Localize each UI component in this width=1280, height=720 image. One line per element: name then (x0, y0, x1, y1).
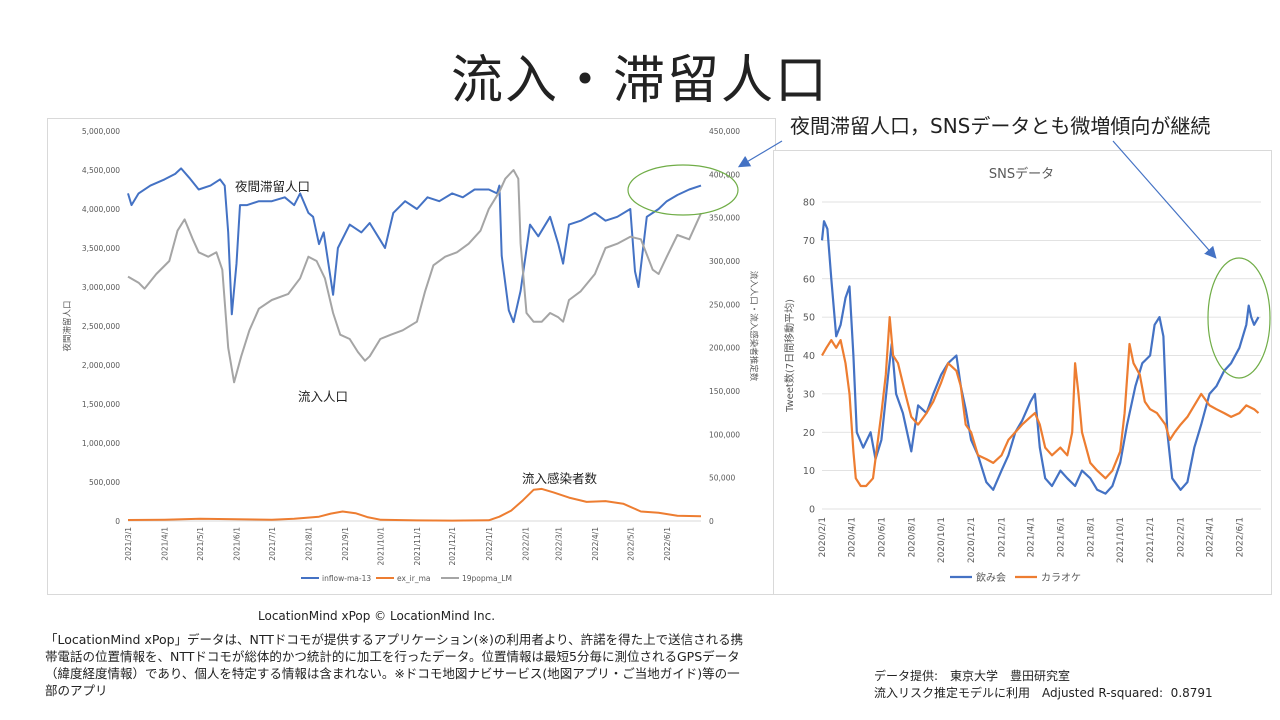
legend-label: 19popma_LM (462, 574, 512, 583)
y-left-tick-label: 1,000,000 (82, 439, 120, 448)
x-tick-label: 2020/6/1 (877, 517, 887, 557)
series-line-19popma_LM (127, 169, 702, 384)
x-tick-label: 2021/4/1 (161, 527, 170, 561)
x-tick-label: 2022/1/1 (485, 527, 494, 561)
legend-label: inflow-ma-13 (322, 574, 371, 583)
x-tick-label: 2021/10/1 (376, 527, 385, 566)
legend-label: 飲み会 (976, 571, 1006, 584)
population-chart: 0 500,000 1,000,000 1,500,000 2,000,000 2,500… (47, 118, 776, 595)
y-left-tick-label: 3,000,000 (82, 283, 120, 292)
x-tick-label: 2021/8/1 (304, 527, 313, 561)
series-line-inflow-ma-13 (127, 167, 702, 324)
x-tick-label: 2020/12/1 (967, 517, 977, 563)
x-tick-label: 2021/12/1 (448, 527, 457, 566)
x-tick-label: 2022/6/1 (663, 527, 672, 561)
y-tick-label: 40 (803, 351, 815, 362)
x-tick-label: 2020/10/1 (937, 517, 947, 563)
y-right-tick-label: 100,000 (709, 430, 740, 439)
legend-item: 19popma_LM (441, 574, 512, 583)
x-tick-label: 2022/5/1 (626, 527, 635, 561)
x-tick-label: 2021/11/1 (413, 527, 422, 566)
sns-chart-svg: SNSデータ 0 10 20 30 40 50 60 70 80 2020/2/1 2020/4/1 2… (783, 166, 1261, 584)
y-right-tick-label: 350,000 (709, 214, 740, 223)
legend-item: 飲み会 (950, 571, 1006, 584)
y-axis-title: Tweet数(7日間移動平均) (783, 299, 796, 413)
x-tick-label: 2022/4/1 (591, 527, 600, 561)
chart-annotation: 流入人口 (298, 389, 348, 404)
x-tick-label: 2022/6/1 (1235, 517, 1245, 557)
x-tick-label: 2020/2/1 (818, 517, 828, 557)
x-tick-label: 2021/4/1 (1026, 517, 1036, 557)
y-right-tick-label: 450,000 (709, 127, 740, 136)
y-right-tick-label: 150,000 (709, 387, 740, 396)
x-tick-label: 2021/8/1 (1086, 517, 1096, 557)
y-left-tick-label: 2,000,000 (82, 361, 120, 370)
x-tick-label: 2021/3/1 (124, 527, 133, 561)
series-line-ex_ir_ma (127, 487, 702, 522)
y-right-tick-label: 50,000 (709, 474, 735, 483)
source-line-2: 流入リスク推定モデルに利用 Adjusted R-squared: 0.8791 (874, 686, 1213, 700)
y-right-tick-label: 400,000 (709, 170, 740, 179)
y-right-tick-label: 250,000 (709, 300, 740, 309)
legend-item: カラオケ (1015, 572, 1081, 584)
y-left-tick-label: 4,500,000 (82, 166, 120, 175)
y-tick-label: 70 (803, 236, 815, 247)
y-right-tick-label: 200,000 (709, 344, 740, 353)
y-left-tick-label: 4,000,000 (82, 205, 120, 214)
x-tick-label: 2021/2/1 (998, 517, 1008, 557)
y-left-axis-title: 夜間滞留人口 (62, 300, 73, 351)
y-right-tick-label: 300,000 (709, 257, 740, 266)
population-chart-svg: 0 500,000 1,000,000 1,500,000 2,000,000 2,500… (62, 127, 759, 583)
legend-label: ex_ir_ma (397, 574, 431, 583)
y-left-tick-label: 3,500,000 (82, 244, 120, 253)
y-right-axis-title: 流入人口・流入感染者推定数 (748, 271, 759, 382)
y-left-tick-label: 500,000 (89, 478, 120, 487)
y-tick-label: 80 (803, 198, 815, 209)
legend-item: inflow-ma-13 (301, 574, 371, 583)
y-left-tick-label: 5,000,000 (82, 127, 120, 136)
y-tick-label: 50 (803, 313, 815, 324)
sns-chart: SNSデータ 0 10 20 30 40 50 60 70 80 2020/2/1 2020/4/1 2… (773, 150, 1272, 595)
legend-label: カラオケ (1041, 572, 1081, 584)
y-right-tick-label: 0 (709, 517, 714, 526)
series-line-カラオケ (821, 316, 1260, 488)
chart-annotation: 流入感染者数 (522, 471, 598, 486)
x-tick-label: 2021/6/1 (232, 527, 241, 561)
y-left-tick-label: 0 (115, 517, 120, 526)
sns-chart-title: SNSデータ (989, 166, 1054, 182)
x-tick-label: 2021/10/1 (1116, 517, 1126, 563)
x-tick-label: 2020/4/1 (847, 517, 857, 557)
data-note: 「LocationMind xPop」データは、NTTドコモが提供するアプリケー… (45, 632, 744, 698)
y-tick-label: 60 (803, 274, 815, 285)
y-left-tick-label: 1,500,000 (82, 400, 120, 409)
x-tick-label: 2021/12/1 (1146, 517, 1156, 563)
callout-text: 夜間滞留人口，SNSデータとも微増傾向が継続 (790, 114, 1211, 138)
y-tick-label: 0 (809, 505, 815, 516)
x-tick-label: 2022/3/1 (554, 527, 563, 561)
slide-title: 流入・滞留人口 (450, 51, 829, 111)
legend-item: ex_ir_ma (376, 574, 431, 583)
x-tick-label: 2022/4/1 (1205, 517, 1215, 557)
x-tick-label: 2021/6/1 (1056, 517, 1066, 557)
x-tick-label: 2021/7/1 (268, 527, 277, 561)
y-tick-label: 20 (803, 428, 815, 439)
x-tick-label: 2022/2/1 (1177, 517, 1187, 557)
y-tick-label: 10 (803, 466, 815, 477)
data-credit: LocationMind xPop © LocationMind Inc. (258, 609, 496, 623)
y-tick-label: 30 (803, 389, 815, 400)
x-tick-label: 2020/8/1 (907, 517, 917, 557)
x-tick-label: 2022/2/1 (521, 527, 530, 561)
source-line-1: データ提供: 東京大学 豊田研究室 (874, 669, 1071, 683)
data-source: データ提供: 東京大学 豊田研究室流入リスク推定モデルに利用 Adjusted … (874, 668, 1213, 702)
x-tick-label: 2021/5/1 (196, 527, 205, 561)
x-tick-label: 2021/9/1 (341, 527, 350, 561)
series-line-飲み会 (820, 220, 1260, 495)
chart-annotation: 夜間滞留人口 (235, 179, 310, 194)
y-left-tick-label: 2,500,000 (82, 322, 120, 331)
